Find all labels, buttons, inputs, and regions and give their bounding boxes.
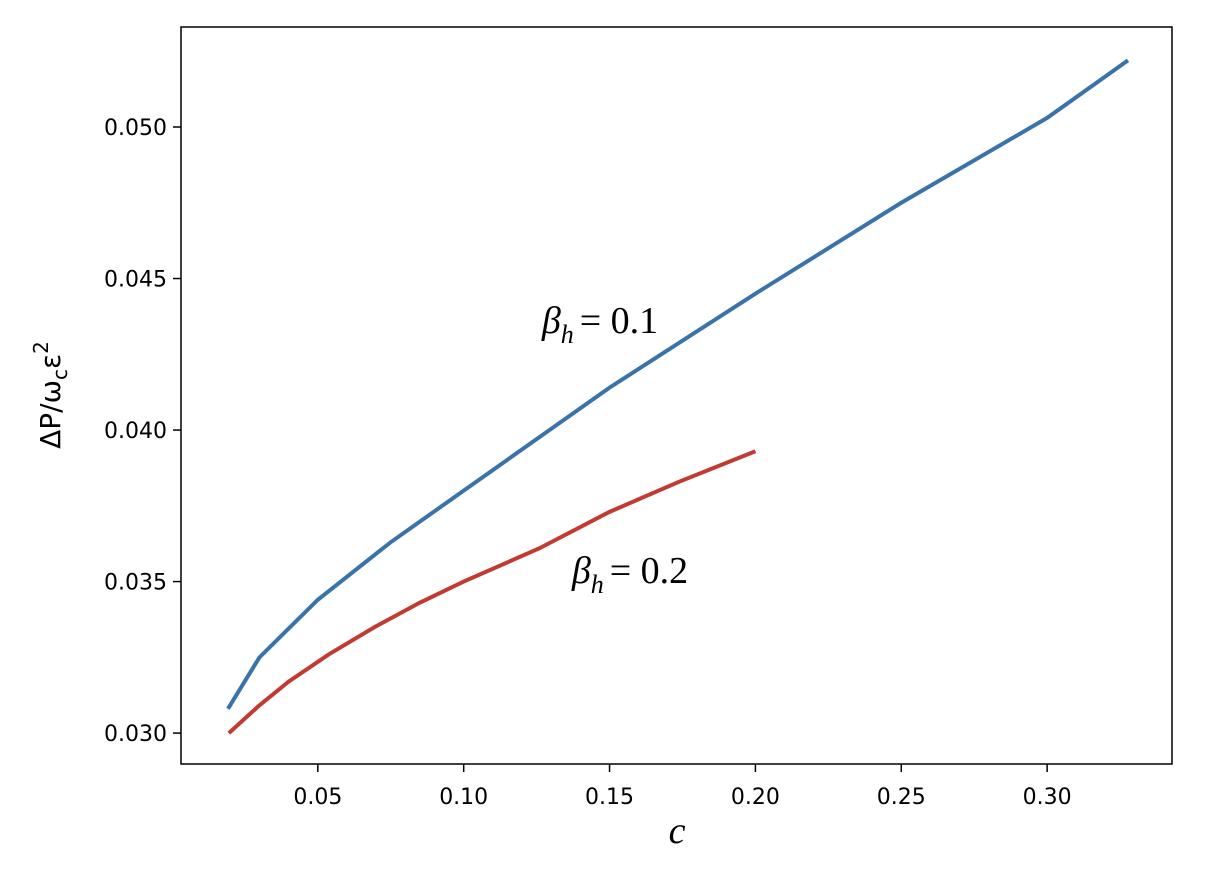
y-label-sub: c: [48, 369, 72, 380]
y-label-sup: 2: [29, 341, 53, 354]
x-axis-label: c: [669, 810, 686, 852]
x-tick-label: 0.05: [293, 785, 342, 810]
x-tick-label: 0.20: [731, 785, 780, 810]
annotation: βh = 0.2: [571, 550, 688, 599]
annotation-symbol: β: [541, 300, 561, 342]
data-line: [227, 449, 757, 735]
y-axis-label: ΔP/ωcε2: [29, 341, 72, 449]
annotation: βh = 0.1: [541, 300, 658, 349]
y-tick-label: 0.050: [104, 116, 167, 141]
annotation-text: = 0.2: [610, 550, 688, 592]
x-tick-label: 0.25: [877, 785, 926, 810]
y-tick-label: 0.035: [104, 571, 167, 596]
annotation-symbol: β: [571, 550, 591, 592]
x-tick-label: 0.15: [585, 785, 634, 810]
y-tick-label: 0.040: [104, 419, 167, 444]
x-tick-label: 0.10: [439, 785, 488, 810]
annotation-sub: h: [561, 320, 574, 349]
annotation-sub: h: [591, 570, 604, 599]
y-label-part: ΔP/ω: [34, 380, 67, 449]
data-line: [226, 58, 1130, 710]
y-tick-label: 0.045: [104, 268, 167, 293]
plot-frame: [180, 26, 1173, 765]
annotation-text: = 0.1: [580, 300, 658, 342]
x-tick-label: 0.30: [1023, 785, 1072, 810]
y-label-part: ε: [34, 354, 67, 369]
y-tick-label: 0.030: [104, 722, 167, 747]
